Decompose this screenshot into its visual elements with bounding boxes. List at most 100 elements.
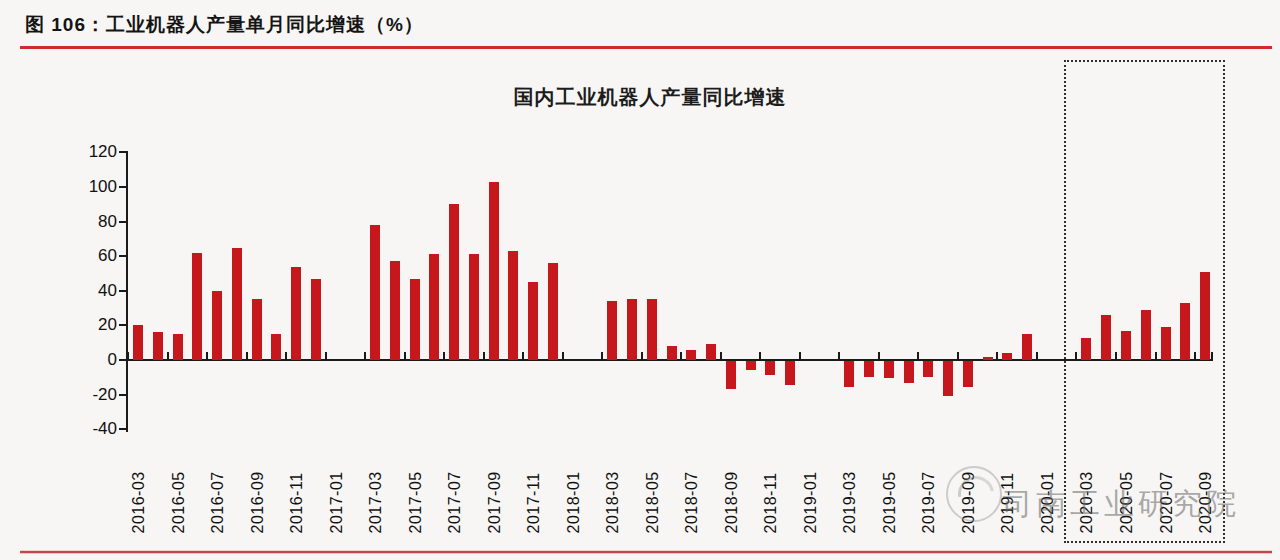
bar-2016-03 (133, 325, 143, 360)
y-axis-label: 100 (71, 178, 117, 195)
x-axis-label-2018-07: 2018-07 (683, 438, 700, 534)
y-axis-tick (119, 151, 127, 153)
x-axis-tick (1036, 352, 1038, 360)
bar-2017-12 (548, 263, 558, 360)
bar-2018-12 (785, 361, 795, 385)
bar-2016-12 (311, 279, 321, 360)
bar-2017-04 (390, 261, 400, 360)
y-axis-tick (119, 428, 127, 430)
bar-2016-05 (173, 334, 183, 360)
bar-2019-03 (844, 361, 854, 387)
y-axis-label: 60 (71, 247, 117, 264)
x-axis-tick (127, 352, 129, 360)
footer-rule-line (20, 551, 1272, 553)
bar-2019-12 (1022, 334, 1032, 360)
x-axis-tick (285, 352, 287, 360)
bar-2017-11 (528, 282, 538, 360)
bar-2019-06 (904, 361, 914, 383)
x-axis-tick (838, 352, 840, 360)
bar-2016-07 (212, 291, 222, 360)
watermark-logo-icon (946, 466, 1002, 522)
bar-2018-06 (667, 346, 677, 360)
y-axis-label: 80 (71, 213, 117, 230)
bar-2019-08 (943, 361, 953, 396)
x-axis-label-2016-07: 2016-07 (209, 438, 226, 534)
bar-2016-11 (291, 267, 301, 360)
x-axis-label-2018-09: 2018-09 (722, 438, 739, 534)
bar-2016-04 (153, 332, 163, 360)
x-axis-tick (167, 352, 169, 360)
x-axis-tick (720, 352, 722, 360)
bar-2016-06 (192, 253, 202, 360)
y-axis-tick (119, 359, 127, 361)
bar-2016-10 (271, 334, 281, 360)
y-axis-tick (119, 255, 127, 257)
bar-2017-09 (489, 182, 499, 360)
x-axis-label-2017-07: 2017-07 (446, 438, 463, 534)
bar-2019-10 (983, 357, 993, 360)
y-axis-label: -40 (71, 420, 117, 437)
bar-2017-03 (370, 225, 380, 360)
x-axis-tick (206, 352, 208, 360)
x-axis-label-2019-03: 2019-03 (841, 438, 858, 534)
y-axis-tick (119, 394, 127, 396)
x-axis-label-2016-05: 2016-05 (169, 438, 186, 534)
x-axis-tick (404, 352, 406, 360)
bar-2018-07 (686, 350, 696, 360)
x-axis-label-2017-03: 2017-03 (367, 438, 384, 534)
x-axis-label-2016-11: 2016-11 (288, 438, 305, 534)
y-axis-label: 0 (71, 351, 117, 368)
x-axis-label-2018-11: 2018-11 (762, 438, 779, 534)
bar-2019-07 (923, 361, 933, 377)
x-axis-tick (759, 352, 761, 360)
y-axis-tick (119, 221, 127, 223)
bar-2019-09 (963, 361, 973, 387)
x-axis-tick (917, 352, 919, 360)
x-axis-label-2017-11: 2017-11 (525, 438, 542, 534)
x-axis-label-2017-05: 2017-05 (406, 438, 423, 534)
x-axis-label-2017-09: 2017-09 (485, 438, 502, 534)
bar-2017-10 (508, 251, 518, 360)
x-axis-tick (443, 352, 445, 360)
watermark-text: 司南工业研究院 (1002, 484, 1240, 525)
x-axis-tick (878, 352, 880, 360)
report-figure-page: { "header": { "title": "图 106：工业机器人产量单月同… (0, 0, 1280, 560)
x-axis-label-2018-05: 2018-05 (643, 438, 660, 534)
x-axis-label-2018-01: 2018-01 (564, 438, 581, 534)
x-axis-tick (957, 352, 959, 360)
y-axis-label: 120 (71, 143, 117, 160)
x-axis-tick (996, 352, 998, 360)
x-axis-tick (364, 352, 366, 360)
bar-2019-04 (864, 361, 874, 377)
x-axis-tick (246, 352, 248, 360)
bar-2017-07 (449, 204, 459, 360)
bar-2018-11 (765, 361, 775, 375)
bar-2018-09 (726, 361, 736, 389)
bar-2018-10 (746, 361, 756, 370)
y-axis-tick (119, 290, 127, 292)
bar-2019-11 (1002, 353, 1012, 360)
bar-2016-08 (232, 248, 242, 360)
bar-2019-05 (884, 361, 894, 378)
x-axis-label-2019-07: 2019-07 (920, 438, 937, 534)
x-axis-tick (680, 352, 682, 360)
x-axis-tick (562, 352, 564, 360)
y-axis-label: -20 (71, 386, 117, 403)
x-axis-label-2019-01: 2019-01 (801, 438, 818, 534)
bar-2017-05 (410, 279, 420, 360)
bar-2017-08 (469, 254, 479, 360)
x-axis-tick (483, 352, 485, 360)
x-axis-label-2018-03: 2018-03 (604, 438, 621, 534)
y-axis-tick (119, 324, 127, 326)
x-axis-tick (641, 352, 643, 360)
y-axis-label: 40 (71, 282, 117, 299)
x-axis-tick (799, 352, 801, 360)
x-axis-tick (522, 352, 524, 360)
bar-2017-06 (429, 254, 439, 360)
x-axis-label-2017-01: 2017-01 (327, 438, 344, 534)
bar-2018-04 (627, 299, 637, 360)
y-axis-label: 20 (71, 316, 117, 333)
x-axis-label-2016-03: 2016-03 (130, 438, 147, 534)
bar-2018-05 (647, 299, 657, 360)
x-axis-label-2019-05: 2019-05 (880, 438, 897, 534)
